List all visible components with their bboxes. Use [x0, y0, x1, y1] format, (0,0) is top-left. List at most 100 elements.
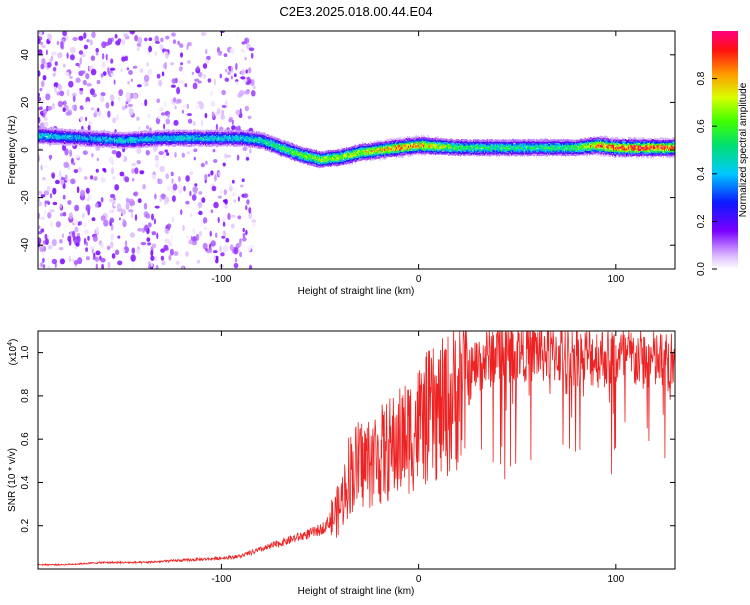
heatmap-cell: [333, 157, 335, 160]
heatmap-noise-cell: [230, 202, 232, 207]
heatmap-cell: [261, 141, 263, 144]
heatmap-cell: [266, 147, 269, 150]
heatmap-cell: [374, 144, 376, 147]
heatmap-cell: [100, 143, 103, 146]
heatmap-cell: [235, 135, 237, 139]
heatmap-cell: [348, 152, 350, 155]
heatmap-cell: [438, 141, 440, 144]
heatmap-cell: [206, 144, 208, 147]
heatmap-cell: [352, 150, 354, 153]
heatmap-cell: [487, 144, 489, 147]
heatmap-cell: [372, 146, 374, 149]
heatmap-cell: [213, 142, 215, 145]
heatmap-noise-cell: [126, 197, 130, 203]
heatmap-noise-cell: [237, 215, 242, 220]
heatmap-cell: [39, 128, 41, 131]
heatmap-noise-cell: [217, 51, 222, 56]
heatmap-cell: [492, 139, 494, 143]
heatmap-cell: [154, 143, 156, 146]
heatmap-cell: [394, 149, 397, 152]
heatmap-cell: [346, 150, 348, 153]
heatmap-cell: [259, 144, 261, 147]
heatmap-cell: [107, 135, 109, 138]
heatmap-cell: [247, 130, 249, 133]
heatmap-cell: [76, 130, 78, 133]
heatmap-cell: [122, 144, 124, 147]
heatmap-cell: [401, 153, 403, 156]
heatmap-cell: [417, 148, 419, 151]
heatmap-cell: [256, 135, 258, 138]
heatmap-cell: [46, 129, 48, 132]
heatmap-cell: [42, 140, 44, 143]
heatmap-cell: [180, 144, 182, 147]
heatmap-cell: [300, 158, 302, 161]
heatmap-cell: [359, 143, 361, 146]
heatmap-cell: [444, 138, 447, 141]
heatmap-cell: [62, 141, 65, 144]
heatmap-cell: [52, 142, 54, 145]
heatmap-noise-cell: [221, 202, 225, 208]
heatmap-cell: [158, 134, 160, 137]
heatmap-cell: [340, 149, 342, 152]
heatmap-cell: [502, 146, 504, 149]
heatmap-cell: [409, 138, 411, 141]
heatmap-cell: [313, 153, 315, 156]
heatmap-cell: [128, 142, 130, 145]
heatmap-cell: [510, 141, 513, 144]
heatmap-cell: [73, 132, 76, 135]
heatmap-cell: [438, 143, 440, 146]
heatmap-noise-cell: [57, 84, 61, 90]
heatmap-cell: [413, 144, 415, 147]
heatmap-noise-cell: [77, 257, 83, 265]
heatmap-cell: [182, 130, 184, 133]
heatmap-cell: [89, 131, 91, 134]
heatmap-cell: [70, 141, 72, 144]
heatmap-cell: [214, 143, 217, 146]
heatmap-cell: [405, 149, 407, 152]
heatmap-cell: [463, 153, 465, 156]
heatmap-cell: [386, 144, 388, 147]
heatmap-cell: [273, 145, 275, 148]
heatmap-noise-cell: [86, 39, 90, 43]
heatmap-cell: [270, 141, 272, 144]
heatmap-cell: [240, 139, 243, 143]
heatmap-cell: [157, 144, 159, 147]
heatmap-cell: [487, 152, 489, 155]
heatmap-cell: [243, 133, 245, 136]
heatmap-cell: [382, 154, 385, 157]
heatmap-cell: [143, 141, 145, 144]
heatmap-cell: [214, 129, 217, 132]
heatmap-cell: [456, 153, 458, 156]
heatmap-cell: [379, 141, 381, 144]
heatmap-noise-cell: [59, 170, 62, 176]
heatmap-cell: [223, 139, 225, 142]
heatmap-cell: [487, 147, 489, 150]
heatmap-cell: [521, 150, 524, 153]
heatmap-cell: [518, 141, 520, 145]
heatmap-cell: [159, 131, 161, 135]
heatmap-cell: [201, 136, 204, 140]
heatmap-cell: [486, 143, 488, 146]
heatmap-cell: [213, 131, 215, 135]
heatmap-cell: [259, 133, 261, 136]
heatmap-cell: [464, 143, 466, 146]
heatmap-cell: [120, 132, 122, 135]
heatmap-cell: [411, 146, 413, 149]
heatmap-cell: [456, 147, 458, 150]
heatmap-cell: [137, 138, 140, 142]
heatmap-cell: [409, 154, 411, 157]
heatmap-cell: [371, 142, 373, 145]
heatmap-cell: [308, 163, 310, 166]
heatmap-cell: [327, 164, 329, 167]
heatmap-cell: [437, 145, 439, 148]
heatmap-cell: [392, 151, 394, 154]
heatmap-cell: [385, 157, 387, 160]
heatmap-cell: [275, 140, 277, 143]
heatmap-noise-cell: [95, 168, 99, 173]
heatmap-noise-cell: [139, 68, 144, 73]
heatmap-cell: [206, 133, 208, 136]
heatmap-noise-cell: [86, 101, 91, 108]
heatmap-noise-cell: [38, 231, 42, 235]
heatmap-cell: [369, 146, 372, 149]
heatmap-cell: [510, 149, 513, 152]
